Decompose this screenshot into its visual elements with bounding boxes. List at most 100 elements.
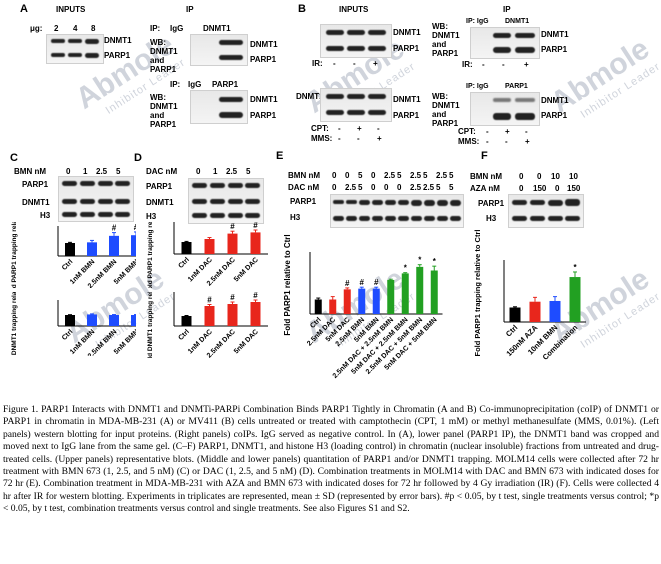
parp1-label: PARP1	[104, 51, 131, 60]
ug-value: 8	[91, 24, 96, 33]
blot-c	[58, 176, 134, 222]
aza-value: 150	[567, 184, 581, 193]
chart-d-parp1-trapping: Fold PARP1 trapping relative to Ctrl Ctrl…	[147, 222, 268, 288]
dose-label: DAC nM	[146, 167, 178, 176]
bmn-value: 5	[449, 171, 454, 180]
dnmt1-label: DNMT1	[22, 198, 50, 207]
dac-label: DAC nM	[288, 183, 320, 192]
ir-label: IR:	[312, 59, 323, 68]
parp1-label: PARP1	[250, 55, 277, 64]
dac-value: 2.5	[345, 183, 357, 192]
bar	[401, 273, 409, 314]
ug-value: 4	[73, 24, 78, 33]
chart-c-dnmt1-trapping: Fold DNMT1 trapping relative to Ctrl Ctrl…	[11, 292, 136, 356]
dnmt1-label: DNMT1	[250, 40, 278, 49]
bmn-value: 5	[423, 171, 428, 180]
dac-value: 2.5	[423, 183, 435, 192]
ir-value: +	[373, 59, 378, 68]
bmn-value: 10	[551, 172, 560, 181]
significance-mark: #	[374, 278, 379, 287]
dnmt1-label: DNMT1	[393, 28, 421, 37]
y-axis-label: Fold PARP1 trapping relative to Ctrl	[147, 222, 154, 288]
y-axis-label: Fold DNMT1 trapping relative to Ctrl	[147, 292, 154, 358]
ir-value: +	[524, 60, 529, 69]
dose-value: 1	[213, 167, 218, 176]
bar	[250, 302, 261, 326]
bar	[314, 299, 322, 314]
bmn-label: BMN nM	[288, 171, 320, 180]
dnmt1-label: DNMT1	[296, 92, 324, 101]
significance-mark: #	[253, 222, 258, 230]
y-axis-label: Fold PARP1 trapping relative to Ctrl	[473, 230, 482, 357]
dnmt1-label: DNMT1	[146, 198, 174, 207]
chart-marks: Fold PARP1 trapping relative to Ctrl Ctrl…	[11, 222, 136, 288]
bmn-value: 2.5	[384, 171, 396, 180]
dose-value: 0	[66, 167, 71, 176]
bar	[329, 299, 337, 314]
ip-title: IP	[186, 5, 194, 14]
significance-mark: #	[360, 278, 365, 287]
blot-d	[188, 178, 264, 224]
dac-values: 0 2.5 5 0 0 0 2.5 2.5 5 5	[330, 183, 460, 193]
y-axis-label: Fold PARP1 relative to Ctrl	[283, 234, 292, 335]
bar	[430, 270, 438, 314]
bar	[131, 235, 136, 256]
significance-mark: #	[230, 222, 235, 231]
figure-caption: Figure 1. PARP1 Interacts with DNMT1 and…	[3, 404, 659, 515]
h3-label: H3	[290, 213, 301, 222]
chart-marks: Fold DNMT1 trapping relative to Ctrl Ctrl…	[147, 292, 268, 358]
blot-b-ip-dnmt1	[470, 27, 540, 59]
mms-value: -	[486, 137, 489, 146]
significance-mark: #	[253, 292, 258, 300]
chart-marks: Fold PARP1 trapping relative to Ctrl Ctrl…	[473, 230, 586, 362]
wb-label: WB: DNMT1 and PARP1	[150, 93, 178, 129]
significance-mark: #	[112, 224, 117, 233]
chart-c-parp1-trapping: Fold PARP1 trapping relative to Ctrl Ctrl…	[11, 222, 136, 288]
bmn-values: 0 0 5 0 2.5 5 2.5 5 2.5 5	[330, 171, 460, 181]
dac-value: 0	[371, 183, 376, 192]
bar	[227, 233, 238, 254]
inputs-title: INPUTS	[339, 5, 369, 14]
mms-value: -	[505, 137, 508, 146]
mms-value: +	[525, 137, 530, 146]
category-label: Ctrl	[177, 328, 191, 342]
aza-value: 0	[519, 184, 524, 193]
bar	[387, 279, 395, 314]
blot-a-ip-parp1	[190, 90, 248, 124]
significance-mark: #	[345, 279, 350, 288]
ir-value: -	[482, 60, 485, 69]
parp1-label: PARP1	[22, 180, 49, 189]
blot-b-inputs-ir	[320, 24, 392, 58]
cpt-value: -	[486, 127, 489, 136]
significance-mark: *	[433, 257, 437, 266]
chart-d-dnmt1-trapping: Fold DNMT1 trapping relative to Ctrl Ctrl…	[147, 292, 268, 358]
significance-mark: *	[573, 263, 577, 272]
category-label: Ctrl	[177, 256, 191, 270]
bmn-value: 0	[345, 171, 350, 180]
dac-value: 0	[397, 183, 402, 192]
h3-label: H3	[40, 211, 51, 220]
bar	[204, 306, 215, 326]
dnmt1-label: DNMT1	[541, 96, 569, 105]
bmn-value: 0	[537, 172, 542, 181]
bar	[372, 288, 380, 314]
wb-label: WB: DNMT1 and PARP1	[432, 22, 460, 58]
igg-label: IgG	[170, 24, 184, 33]
category-label: Ctrl	[504, 323, 520, 339]
bmn-value: 0	[332, 171, 337, 180]
category-label: Ctrl	[61, 258, 75, 272]
panel-f-label: F	[481, 150, 488, 162]
panel-e-label: E	[276, 150, 284, 162]
cpt-value: -	[525, 127, 528, 136]
bar	[131, 315, 136, 326]
bar	[65, 243, 75, 256]
ip-label: IP:	[150, 24, 161, 33]
cpt-value: -	[338, 124, 341, 133]
dac-value: 5	[449, 183, 454, 192]
chart-marks: Fold PARP1 trapping relative to Ctrl Ctrl…	[147, 222, 268, 288]
bmn-value: 5	[358, 171, 363, 180]
bar	[181, 242, 192, 254]
ip-label: IP: IgG	[466, 83, 489, 90]
panel-b-label: B	[298, 3, 306, 15]
